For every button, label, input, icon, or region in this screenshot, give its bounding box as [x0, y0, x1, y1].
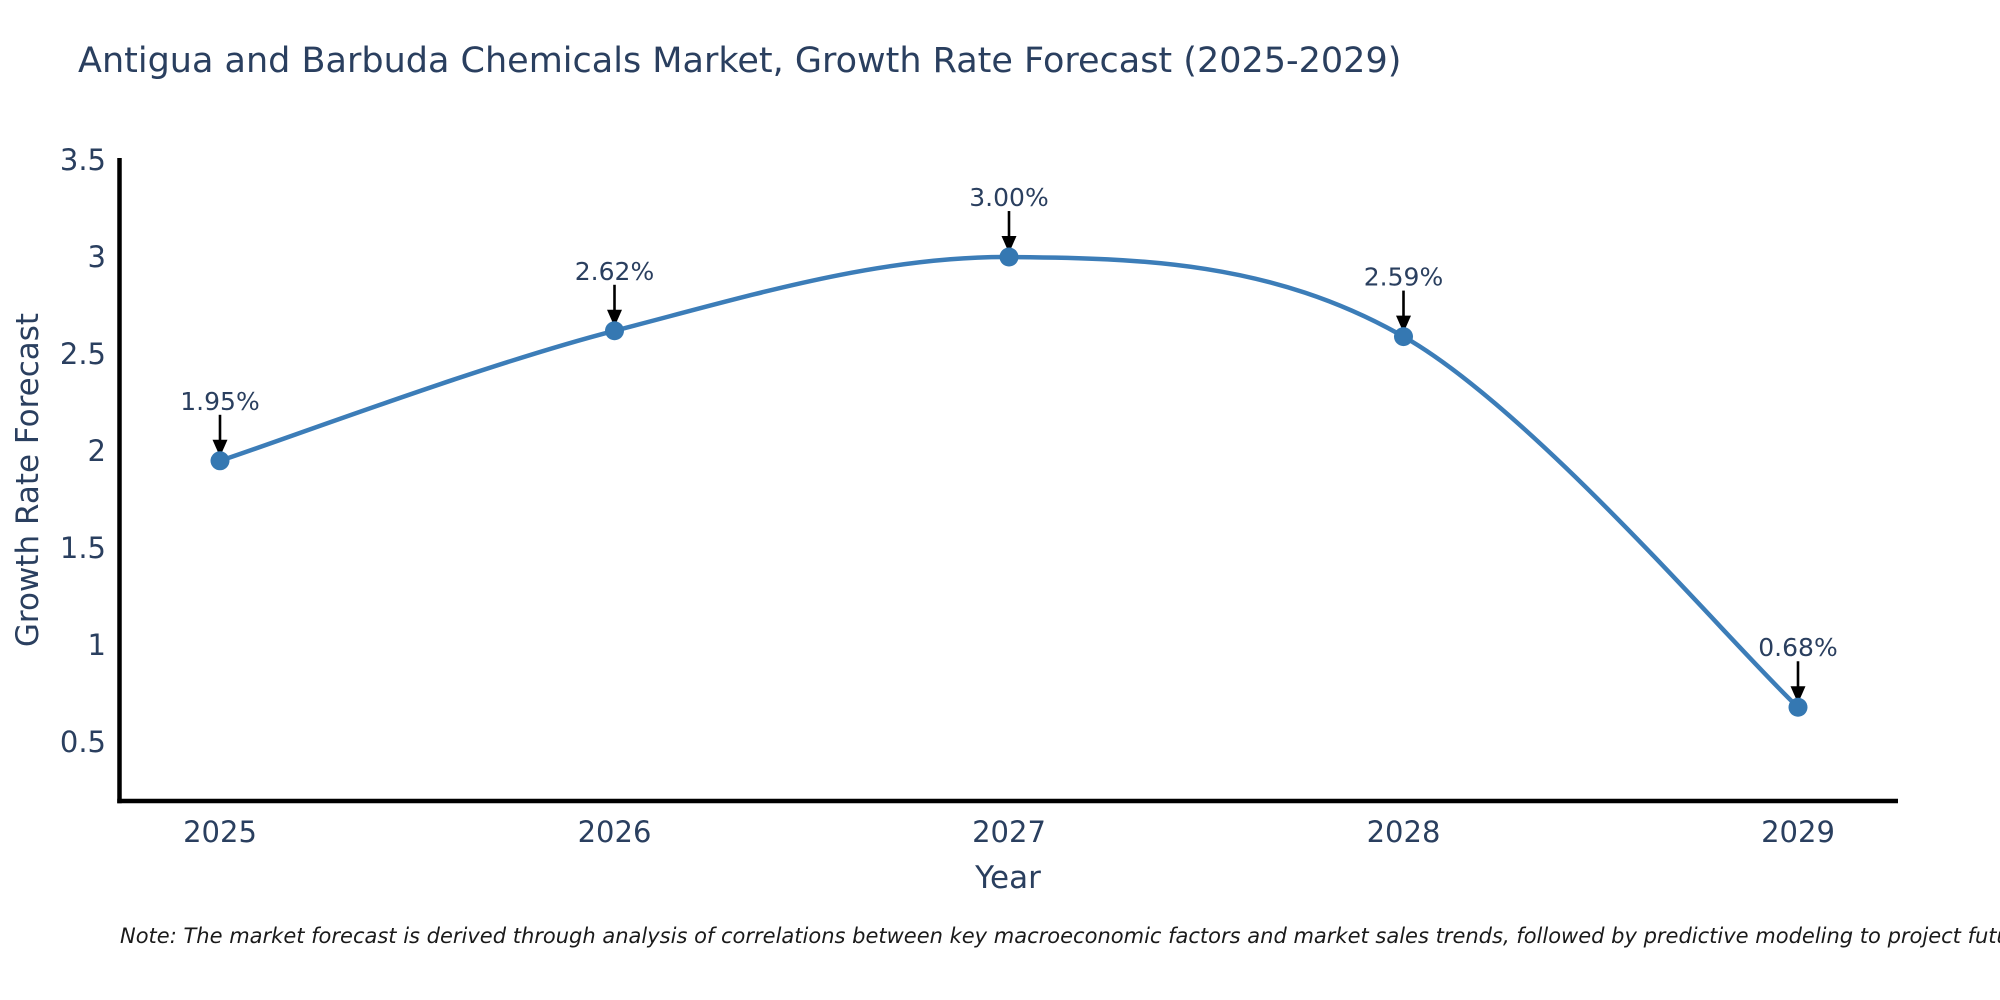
- y-tick-label-3: 3: [88, 240, 106, 274]
- y-tick-label-1.5: 1.5: [60, 531, 106, 565]
- y-tick-label-0.5: 0.5: [60, 725, 106, 759]
- data-point-2025[interactable]: [210, 451, 230, 471]
- annotation-label-2029: 0.68%: [1758, 633, 1837, 662]
- data-point-2029[interactable]: [1788, 697, 1808, 717]
- annotation-arrowhead-2027: [1001, 236, 1017, 254]
- chart-title: Antigua and Barbuda Chemicals Market, Gr…: [78, 41, 1402, 81]
- x-tick-label-2025: 2025: [183, 815, 257, 849]
- annotation-label-2025: 1.95%: [180, 387, 259, 416]
- annotation-arrowhead-2028: [1396, 315, 1411, 333]
- y-tick-label-1: 1: [88, 628, 106, 662]
- annotation-arrowhead-2025: [212, 439, 228, 457]
- annotation-label-2028: 2.59%: [1364, 263, 1443, 292]
- data-point-2027[interactable]: [999, 247, 1019, 267]
- y-tick-label-2.5: 2.5: [60, 337, 106, 371]
- annotation-label-2026: 2.62%: [575, 257, 654, 286]
- annotation-label-2027: 3.00%: [969, 183, 1048, 212]
- x-tick-label-2029: 2029: [1761, 815, 1835, 849]
- annotation-arrowhead-2026: [607, 309, 622, 327]
- footnote: Note: The market forecast is derived thr…: [120, 924, 2000, 948]
- y-tick-label-3.5: 3.5: [60, 143, 106, 177]
- x-tick-label-2028: 2028: [1367, 815, 1441, 849]
- x-axis-title: Year: [975, 860, 1041, 896]
- y-tick-label-2: 2: [88, 434, 106, 468]
- data-point-2028[interactable]: [1394, 327, 1413, 347]
- data-point-2026[interactable]: [605, 321, 624, 341]
- annotation-arrowhead-2029: [1790, 686, 1806, 704]
- growth-rate-trend-line: [217, 254, 1801, 710]
- x-tick-label-2026: 2026: [578, 815, 652, 849]
- x-tick-label-2027: 2027: [972, 815, 1046, 849]
